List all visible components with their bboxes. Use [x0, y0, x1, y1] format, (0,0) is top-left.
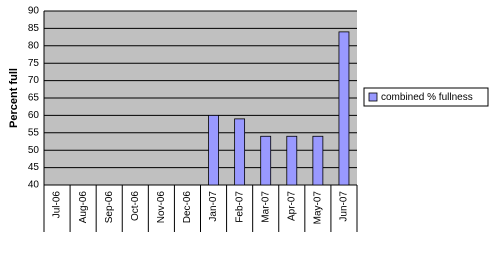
bar [208, 115, 219, 186]
x-tick-label: Dec-06 [182, 191, 193, 224]
y-tick-label: 60 [28, 110, 40, 121]
x-tick-label: May-07 [313, 191, 324, 225]
y-tick-label: 65 [28, 93, 40, 104]
x-tick-label: Jun-07 [339, 191, 350, 222]
y-tick-label: 55 [28, 127, 40, 138]
y-tick-label: 90 [28, 6, 40, 17]
legend-swatch [368, 92, 378, 102]
x-tick-label: Nov-06 [156, 191, 167, 224]
x-tick-label: Mar-07 [260, 191, 271, 223]
x-tick-label: Oct-06 [130, 191, 141, 221]
x-tick-label: Feb-07 [234, 191, 245, 223]
y-tick-label: 40 [28, 180, 40, 191]
y-tick-label: 85 [28, 23, 40, 34]
x-tick-label: Jan-07 [208, 191, 219, 222]
x-tick-label: Aug-06 [78, 191, 89, 224]
bar [234, 118, 246, 186]
y-tick-label: 50 [28, 145, 40, 156]
bar [286, 135, 298, 186]
x-tick-label: Apr-07 [286, 191, 297, 221]
x-tick-label: Sep-06 [104, 191, 115, 224]
y-tick-label: 45 [28, 162, 40, 173]
y-axis-label: Percent full [8, 68, 20, 128]
x-tick-label: Jul-06 [52, 191, 63, 219]
legend-box [363, 87, 489, 107]
y-tick-label: 70 [28, 75, 40, 86]
y-tick-label: 75 [28, 58, 40, 69]
bar [312, 135, 324, 186]
y-tick-label: 80 [28, 40, 40, 51]
bar [260, 135, 272, 186]
legend-label: combined % fullness [381, 92, 473, 103]
bar [338, 31, 350, 186]
